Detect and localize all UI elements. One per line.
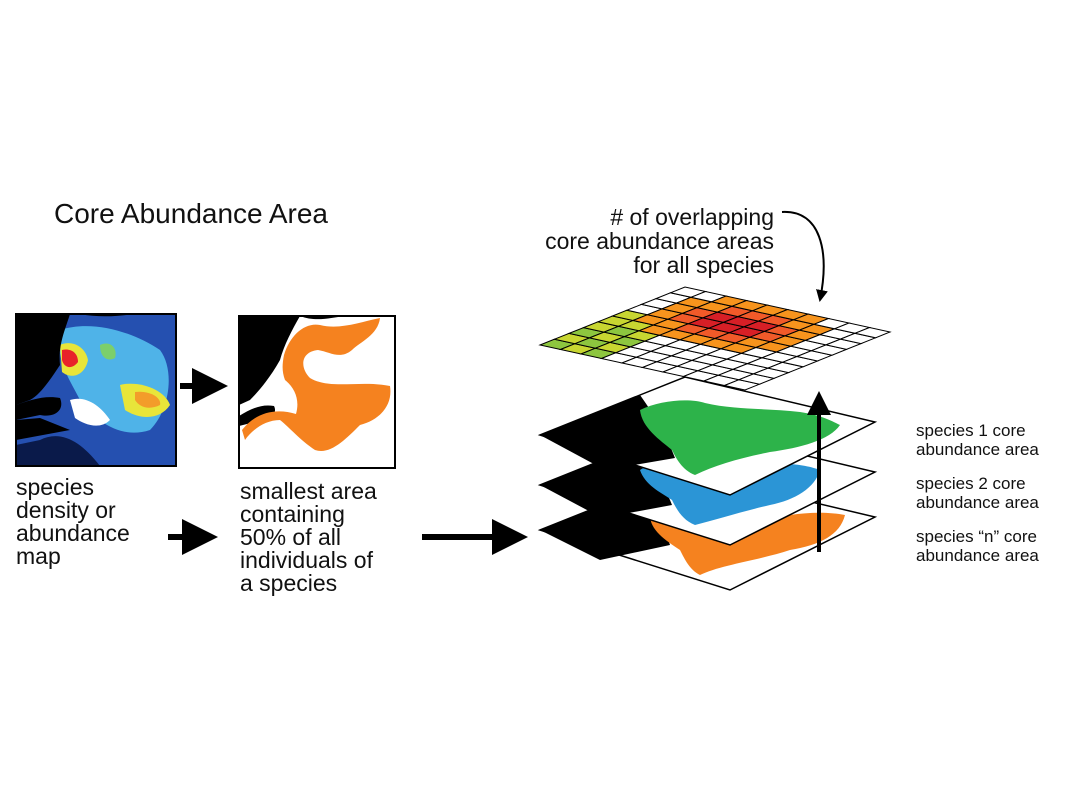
layer-label-species-n: species “n” core abundance area xyxy=(916,527,1039,565)
core-caption: smallest area containing 50% of all indi… xyxy=(240,478,377,596)
overlap-grid-layer xyxy=(538,286,892,391)
density-map xyxy=(16,314,176,466)
core-area-map xyxy=(239,316,395,468)
density-caption: species density or abundance map xyxy=(16,474,130,569)
layer-label-species-1: species 1 core abundance area xyxy=(916,421,1039,459)
density-map-frame xyxy=(15,313,177,467)
core-area-frame xyxy=(238,315,396,469)
arrow-label-to-grid xyxy=(781,210,828,302)
layer-species-1 xyxy=(537,376,878,496)
page-title: Core Abundance Area xyxy=(54,198,328,229)
grid-cell xyxy=(853,326,892,339)
layer-label-species-2: species 2 core abundance area xyxy=(916,474,1039,512)
overlap-label: # of overlapping core abundance areas fo… xyxy=(545,204,774,278)
